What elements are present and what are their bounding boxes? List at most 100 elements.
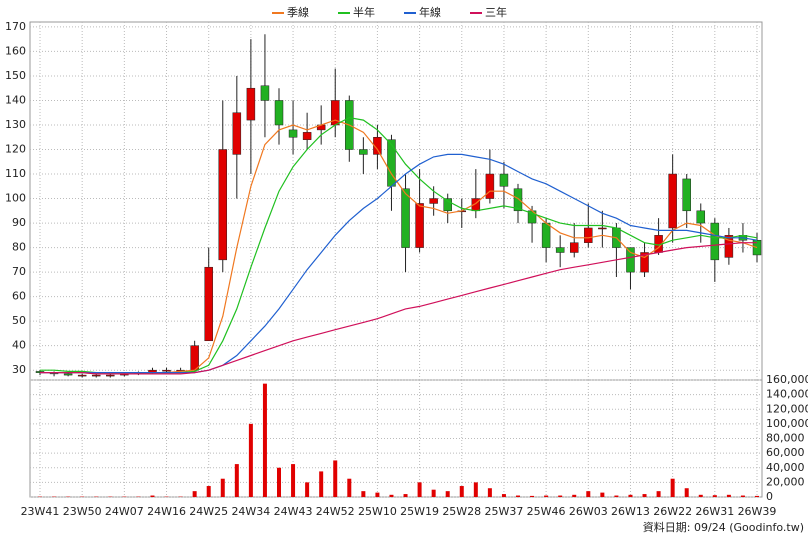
candle-body — [106, 374, 115, 377]
legend-label: 半年 — [353, 5, 375, 19]
x-tick-label: 25W28 — [442, 505, 481, 518]
x-tick-label: 23W50 — [63, 505, 102, 518]
y-tick-label: 70 — [12, 265, 26, 278]
candle-body — [218, 149, 228, 261]
volume-bar — [544, 495, 549, 497]
y2-tick-label: 20,000 — [766, 475, 805, 488]
candle-body — [401, 188, 410, 248]
y2-tick-label: 140,000 — [766, 388, 808, 401]
volume-bar — [333, 460, 338, 497]
volume-bar — [530, 495, 535, 497]
candle-body — [598, 227, 607, 230]
candle-body — [91, 374, 101, 377]
volume-bar — [516, 495, 520, 497]
candle-body — [274, 100, 284, 126]
volume-bar — [670, 478, 675, 497]
y-tick-label: 80 — [12, 241, 26, 254]
volume-bar — [558, 495, 563, 497]
x-tick-label: 24W16 — [147, 505, 186, 518]
x-tick-label: 26W03 — [569, 505, 608, 518]
candle-body — [696, 210, 706, 224]
volume-bar — [417, 482, 422, 497]
y-tick-label: 150 — [5, 69, 26, 82]
y-tick-label: 100 — [5, 192, 26, 205]
candle-body — [359, 149, 368, 155]
volume-bar — [389, 494, 394, 497]
legend-label: 季線 — [287, 5, 309, 19]
y-tick-label: 30 — [12, 363, 26, 376]
x-tick-label: 25W37 — [485, 505, 524, 518]
candle-body — [190, 345, 199, 371]
y2-tick-label: 120,000 — [766, 402, 808, 415]
volume-bar — [262, 383, 267, 497]
candle-body — [513, 188, 523, 212]
volume-bar — [291, 464, 296, 497]
candle-body — [246, 87, 256, 121]
volume-bar — [642, 494, 647, 497]
x-tick-label: 24W07 — [105, 505, 144, 518]
y2-tick-label: 40,000 — [766, 461, 805, 474]
volume-bar — [277, 467, 281, 497]
footer: 資料日期: 09/24 (Goodinfo.tw) — [643, 520, 804, 534]
volume-bar — [150, 495, 155, 497]
candle-body — [443, 198, 452, 212]
volume-bar — [656, 491, 661, 497]
volume-bar — [192, 491, 197, 497]
volume-bar — [473, 482, 478, 497]
volume-bar — [319, 471, 324, 497]
candle-body — [288, 129, 298, 138]
x-tick-label: 26W13 — [611, 505, 650, 518]
y-tick-label: 170 — [5, 20, 26, 33]
x-tick-label: 26W31 — [695, 505, 734, 518]
volume-bar — [459, 486, 464, 497]
y-tick-label: 50 — [12, 314, 26, 327]
candle-body — [429, 198, 438, 204]
volume-bar — [628, 494, 633, 497]
volume-bar — [740, 495, 745, 497]
volume-bar — [726, 494, 731, 497]
volume-bar — [755, 495, 759, 497]
candle-body — [77, 374, 87, 377]
volume-bar — [431, 489, 436, 497]
y-tick-label: 40 — [12, 339, 26, 352]
volume-bar — [220, 478, 225, 497]
ma-line — [40, 153, 758, 374]
y-tick-label: 60 — [12, 290, 26, 303]
y2-tick-label: 100,000 — [766, 417, 808, 430]
candle-body — [63, 373, 73, 376]
price-frame — [29, 21, 763, 381]
candle-body — [302, 132, 312, 140]
volume-bar — [712, 495, 717, 497]
volume-bar — [361, 491, 366, 497]
x-tick-label: 25W46 — [527, 505, 566, 518]
candle-body — [555, 247, 565, 253]
volume-bar — [501, 494, 506, 497]
candle-body — [541, 222, 551, 248]
x-tick-label: 25W10 — [358, 505, 397, 518]
y-tick-label: 120 — [5, 143, 26, 156]
candle-body — [204, 266, 213, 342]
x-tick-label: 23W41 — [21, 505, 60, 518]
volume-bar — [684, 488, 689, 497]
volume-bar — [698, 494, 703, 497]
y-tick-label: 140 — [5, 93, 26, 106]
candle-body — [640, 252, 649, 273]
x-tick-label: 24W25 — [189, 505, 228, 518]
volume-bar — [487, 488, 492, 497]
candle-body — [668, 173, 677, 229]
volume-bar — [305, 482, 310, 497]
x-tick-label: 26W22 — [653, 505, 692, 518]
volume-bar — [206, 486, 211, 497]
x-tick-label: 24W43 — [274, 505, 313, 518]
volume-bar — [248, 423, 253, 497]
candle-body — [710, 222, 720, 261]
volume-bar — [234, 464, 239, 497]
x-tick-label: 25W19 — [400, 505, 439, 518]
candle-body — [724, 235, 734, 258]
y-tick-label: 130 — [5, 118, 26, 131]
candle-body — [232, 112, 242, 155]
legend-label: 年線 — [419, 5, 441, 19]
x-tick-label: 24W52 — [316, 505, 355, 518]
